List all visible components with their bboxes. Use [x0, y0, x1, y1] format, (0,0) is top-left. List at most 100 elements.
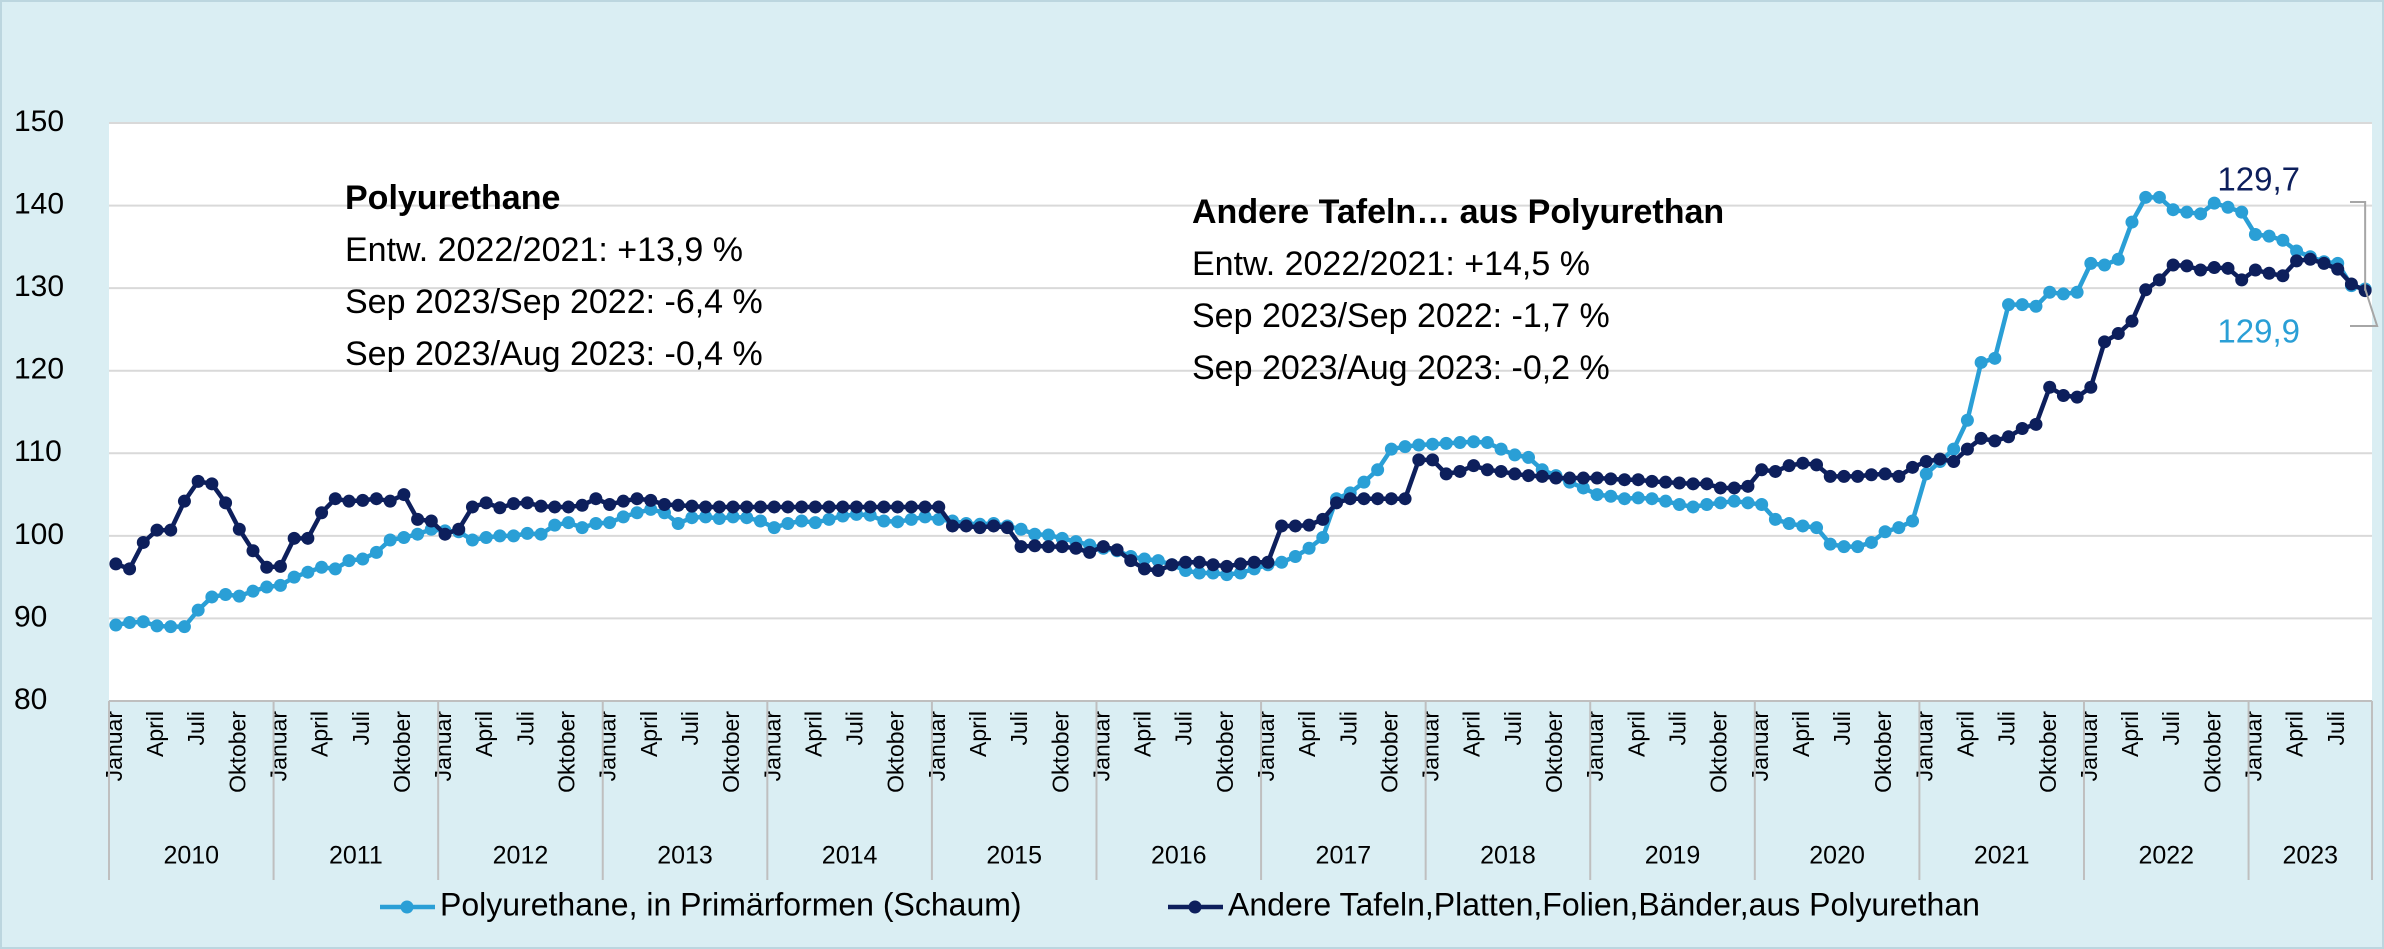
data-point: [2015, 422, 2029, 436]
data-point: [479, 496, 493, 510]
data-point: [1700, 497, 1714, 511]
data-point: [575, 521, 589, 535]
plot-area: [109, 123, 2372, 701]
data-point: [232, 522, 246, 536]
x-tick-label: Oktober: [2035, 711, 2061, 793]
x-tick-label: Januar: [430, 711, 456, 782]
data-point: [465, 533, 479, 547]
data-point: [2290, 244, 2304, 258]
data-point: [150, 619, 164, 633]
data-point: [328, 492, 342, 506]
annotation-title: Polyurethane: [345, 179, 560, 217]
x-tick-label: April: [1623, 711, 1649, 757]
data-point: [1576, 481, 1590, 495]
data-point: [671, 516, 685, 530]
data-point: [1960, 442, 1974, 456]
data-point: [1741, 496, 1755, 510]
data-point: [2344, 277, 2358, 291]
data-point: [1357, 475, 1371, 489]
data-point: [1343, 492, 1357, 506]
data-point: [2221, 200, 2235, 214]
data-point: [1522, 469, 1536, 483]
data-point: [2098, 335, 2112, 349]
x-tick-label: Juli: [1994, 711, 2020, 746]
data-point: [1645, 492, 1659, 506]
data-point: [507, 497, 521, 511]
data-point: [726, 500, 740, 514]
data-point: [863, 500, 877, 514]
data-point: [493, 501, 507, 515]
data-point: [1014, 522, 1028, 536]
y-tick-label: 100: [14, 518, 64, 551]
data-point: [2235, 273, 2249, 287]
data-point: [1851, 469, 1865, 483]
data-point: [136, 535, 150, 549]
data-label: 129,9: [2217, 313, 2300, 350]
data-point: [740, 511, 754, 525]
year-label: 2011: [329, 842, 383, 870]
data-point: [1864, 535, 1878, 549]
data-point: [2015, 298, 2029, 312]
data-point: [2290, 254, 2304, 268]
x-tick-label: Juli: [842, 711, 868, 746]
data-point: [1508, 448, 1522, 462]
data-point: [1659, 475, 1673, 489]
data-point: [2331, 262, 2345, 276]
data-point: [520, 496, 534, 510]
data-point: [1179, 555, 1193, 569]
data-point: [1453, 464, 1467, 478]
data-label: 129,7: [2217, 161, 2300, 198]
data-point: [575, 498, 589, 512]
x-tick-label: Juli: [1664, 711, 1690, 746]
x-tick-label: Oktober: [1212, 711, 1238, 793]
data-point: [685, 511, 699, 525]
data-point: [959, 519, 973, 533]
data-point: [1234, 566, 1247, 580]
data-point: [932, 512, 946, 526]
data-point: [1398, 492, 1412, 506]
data-point: [1782, 459, 1796, 473]
data-point: [589, 492, 603, 506]
y-tick-label: 80: [14, 683, 47, 716]
data-point: [1576, 471, 1590, 485]
data-point: [136, 615, 150, 629]
x-tick-label: Januar: [1253, 711, 1279, 782]
data-point: [2029, 299, 2043, 313]
annotation-line: Sep 2023/Sep 2022: -6,4 %: [345, 283, 763, 321]
data-point: [671, 498, 685, 512]
data-point: [2207, 196, 2221, 210]
data-point: [1727, 481, 1741, 495]
data-point: [603, 516, 617, 530]
data-point: [1494, 464, 1508, 478]
data-point: [520, 526, 534, 540]
data-point: [822, 512, 836, 526]
data-point: [1467, 435, 1481, 449]
data-point: [1919, 455, 1933, 469]
x-tick-label: Juli: [2158, 711, 2184, 746]
legend-marker: [1188, 900, 1202, 914]
data-point: [781, 500, 795, 514]
data-point: [712, 500, 726, 514]
year-label: 2020: [1809, 842, 1865, 870]
x-tick-label: Januar: [2076, 711, 2102, 782]
data-point: [1768, 512, 1782, 526]
data-point: [781, 516, 795, 530]
x-tick-label: Oktober: [389, 711, 415, 793]
data-point: [2303, 252, 2317, 266]
data-point: [1137, 562, 1151, 576]
data-point: [1028, 527, 1042, 541]
data-point: [616, 510, 630, 524]
annotation-title: Andere Tafeln… aus Polyurethan: [1192, 193, 1724, 231]
data-point: [1192, 555, 1206, 569]
data-point: [2111, 327, 2125, 341]
data-point: [2248, 263, 2262, 277]
y-tick-label: 150: [14, 105, 64, 138]
data-point: [699, 510, 713, 524]
x-tick-label: Oktober: [554, 711, 580, 793]
data-point: [1439, 436, 1453, 450]
data-point: [726, 510, 740, 524]
data-point: [548, 500, 562, 514]
data-point: [808, 500, 822, 514]
data-point: [1041, 540, 1055, 554]
